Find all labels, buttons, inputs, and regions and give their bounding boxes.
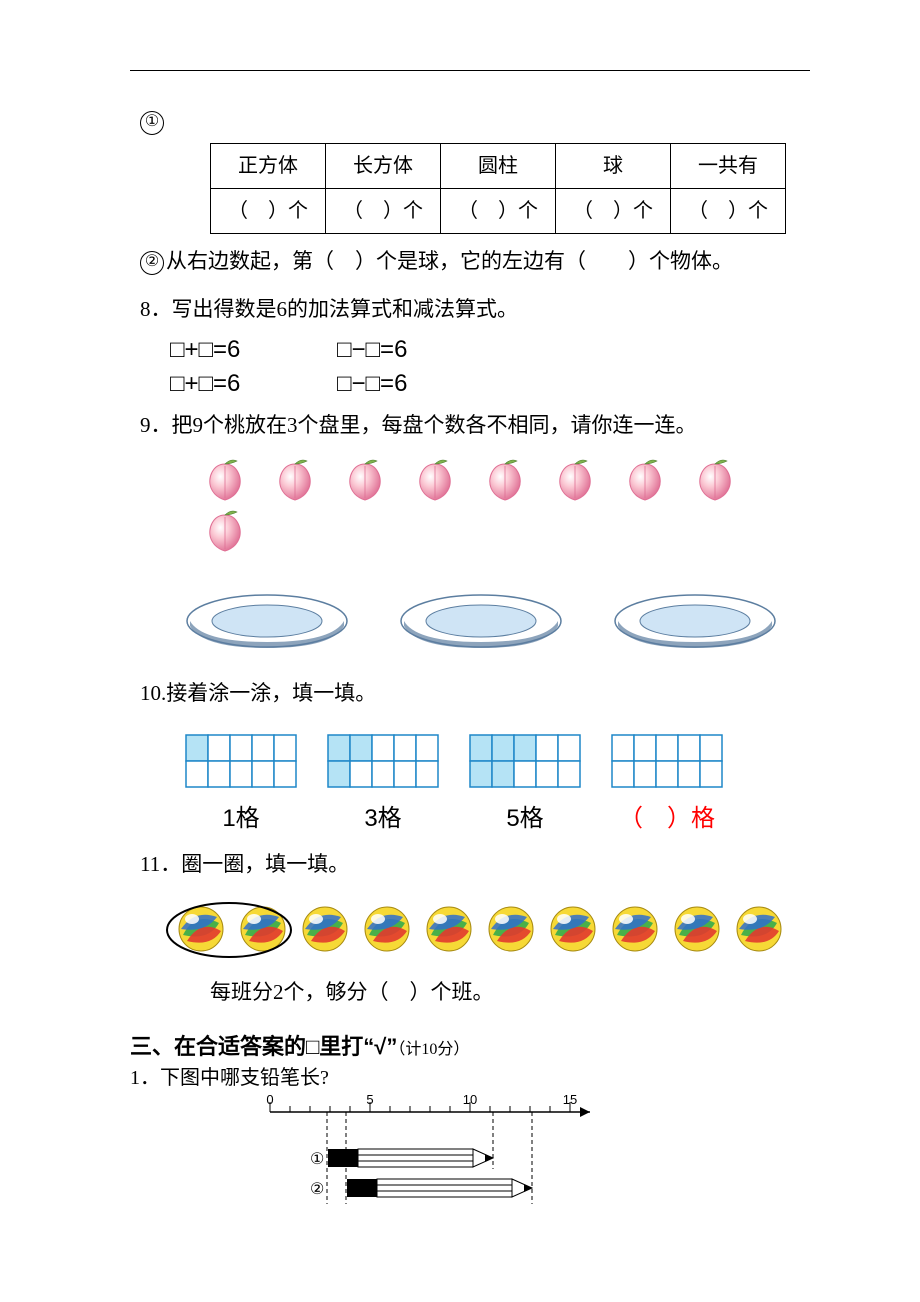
svg-text:0: 0 bbox=[266, 1094, 273, 1107]
pencil-diagram: 0 5 10 15 ① ② bbox=[250, 1094, 810, 1229]
peach-row bbox=[190, 456, 810, 558]
table-row: 正方体 长方体 圆柱 球 一共有 bbox=[211, 144, 786, 189]
marble-icon bbox=[487, 905, 535, 953]
shapes-table: 正方体 长方体 圆柱 球 一共有 （ ）个 （ ）个 （ ）个 （ ）个 （ ）… bbox=[210, 143, 786, 234]
plate-icon bbox=[396, 588, 566, 658]
circle-ring-icon bbox=[164, 900, 294, 960]
peach-icon bbox=[483, 456, 527, 502]
section3-points: （计10分） bbox=[397, 1041, 469, 1058]
th-cylinder: 圆柱 bbox=[441, 144, 556, 189]
pencil-1-icon bbox=[328, 1149, 493, 1167]
svg-text:5: 5 bbox=[366, 1094, 373, 1107]
cell-blank: （ ）个 bbox=[671, 189, 786, 234]
q8-eq-sub-1: □−□=6 bbox=[337, 336, 407, 364]
q8-eq-add-1: □+□=6 bbox=[170, 336, 240, 364]
peach-icon bbox=[623, 456, 667, 502]
plate-icon bbox=[182, 588, 352, 658]
q10-prompt: 10.接着涂一涂，填一填。 bbox=[140, 672, 810, 714]
q11-prompt: 11．圈一圈，填一填。 bbox=[140, 843, 810, 885]
th-total: 一共有 bbox=[671, 144, 786, 189]
th-cuboid: 长方体 bbox=[326, 144, 441, 189]
peach-icon bbox=[203, 507, 247, 553]
marble-icon bbox=[673, 905, 721, 953]
plate-icon bbox=[610, 588, 780, 658]
marble-icon bbox=[735, 905, 783, 953]
peach-icon bbox=[203, 456, 247, 502]
th-sphere: 球 bbox=[556, 144, 671, 189]
cell-blank: （ ）个 bbox=[556, 189, 671, 234]
q1-circled-2: ② bbox=[140, 251, 164, 275]
marble-row bbox=[170, 905, 810, 953]
q1-line2-text: 从右边数起，第（ ）个是球，它的左边有（ ）个物体。 bbox=[166, 249, 733, 273]
q9-prompt: 9．把9个桃放在3个盘里，每盘个数各不相同，请你连一连。 bbox=[140, 404, 810, 446]
grid-icon bbox=[327, 734, 439, 788]
grid-label: 3格 bbox=[312, 798, 454, 833]
grid-icon bbox=[611, 734, 723, 788]
pencil2-label: ② bbox=[310, 1181, 324, 1198]
grid-labels: 1格3格5格（ ）格 bbox=[170, 798, 810, 833]
grid-label: 1格 bbox=[170, 798, 312, 833]
marble-icon bbox=[549, 905, 597, 953]
plate-row bbox=[160, 588, 810, 658]
pencil1-label: ① bbox=[310, 1151, 324, 1168]
q1-line2: ②从右边数起，第（ ）个是球，它的左边有（ ）个物体。 bbox=[140, 240, 810, 282]
cell-blank: （ ）个 bbox=[441, 189, 556, 234]
section3-title: 三、在合适答案的□里打“√” bbox=[130, 1034, 397, 1059]
peach-icon bbox=[273, 456, 317, 502]
svg-text:10: 10 bbox=[463, 1094, 477, 1107]
q8-eq-sub-2: □−□=6 bbox=[337, 370, 407, 398]
marble-icon bbox=[363, 905, 411, 953]
marble-icon bbox=[425, 905, 473, 953]
q8-eq-add-2: □+□=6 bbox=[170, 370, 240, 398]
section3-q1: 1．下图中哪支铅笔长? bbox=[130, 1061, 810, 1090]
cell-blank: （ ）个 bbox=[326, 189, 441, 234]
svg-text:15: 15 bbox=[563, 1094, 577, 1107]
marble-icon bbox=[301, 905, 349, 953]
top-rule bbox=[130, 70, 810, 71]
table-row: （ ）个 （ ）个 （ ）个 （ ）个 （ ）个 bbox=[211, 189, 786, 234]
marble-icon bbox=[611, 905, 659, 953]
cell-blank: （ ）个 bbox=[211, 189, 326, 234]
grids-row bbox=[170, 734, 810, 788]
th-cube: 正方体 bbox=[211, 144, 326, 189]
q11-line2: 每班分2个，够分（ ）个班。 bbox=[210, 971, 810, 1013]
pencil-svg: 0 5 10 15 ① ② bbox=[250, 1094, 620, 1224]
pencil-2-icon bbox=[347, 1179, 532, 1197]
grid-icon bbox=[469, 734, 581, 788]
peach-icon bbox=[553, 456, 597, 502]
peach-icon bbox=[413, 456, 457, 502]
q1-circled-1: ① bbox=[140, 111, 164, 135]
grid-label-blank: （ ）格 bbox=[596, 798, 738, 833]
grid-label: 5格 bbox=[454, 798, 596, 833]
grid-icon bbox=[185, 734, 297, 788]
peach-icon bbox=[343, 456, 387, 502]
peach-icon bbox=[693, 456, 737, 502]
section3-heading: 三、在合适答案的□里打“√”（计10分） bbox=[130, 1029, 810, 1061]
q8-prompt: 8．写出得数是6的加法算式和减法算式。 bbox=[140, 288, 810, 330]
